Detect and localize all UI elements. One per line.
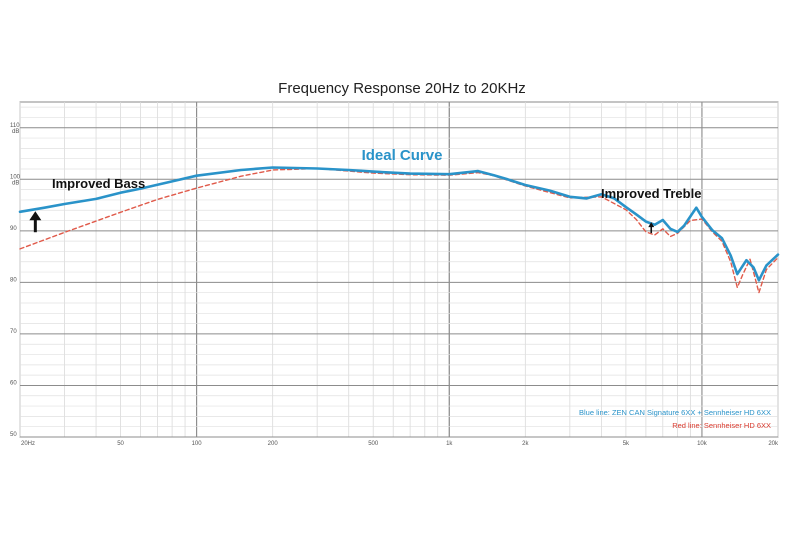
y-tick-unit: dB [12,180,19,186]
axis-tick-labels: 20Hz 50 100 200 500 1k 2k 5k 10k 20k110dB100dB908… [10,123,779,447]
x-tick-label: 5k [623,441,630,447]
plot-area-frame [19,101,779,438]
y-tick-label: 80 [10,277,17,283]
treble-arrow-head [648,222,655,228]
blue-series-line [18,166,780,282]
legend-entry-red: Red line: Sennheiser HD 6XX [672,421,771,430]
x-tick-label: 1k [446,441,453,447]
y-tick-unit: dB [12,129,19,135]
chart-title: Frequency Response 20Hz to 20KHz [278,80,526,97]
x-tick-label: 20Hz [21,441,35,447]
y-tick-label: 70 [10,329,17,335]
improved-treble-annotation: Improved Treble [601,186,701,201]
legend-entry-blue: Blue line: ZEN CAN Signature 6XX + Sennh… [579,408,771,417]
red-series-line [19,167,779,294]
bass-arrow-head [29,211,42,221]
y-tick-label: 50 [10,432,17,438]
x-tick-label: 500 [368,441,379,447]
y-tick-label: 90 [10,226,17,232]
series-lines [18,166,780,294]
y-tick-label: 60 [10,380,17,386]
x-tick-label: 20k [768,441,779,447]
improved-bass-annotation: Improved Bass [52,176,145,191]
x-tick-label: 2k [522,441,529,447]
annotations: Ideal Curve Improved Bass Improved Trebl… [29,147,701,234]
x-tick-label: 50 [117,441,124,447]
x-tick-label: 200 [268,441,279,447]
ideal-curve-annotation: Ideal Curve [362,147,443,164]
x-tick-label: 10k [697,441,708,447]
grid-lines [19,102,779,438]
y-tick-label: 110 [10,123,20,129]
y-tick-label: 100 [10,174,21,180]
x-tick-label: 100 [192,441,203,447]
legend: Blue line: ZEN CAN Signature 6XX + Sennh… [579,408,771,430]
